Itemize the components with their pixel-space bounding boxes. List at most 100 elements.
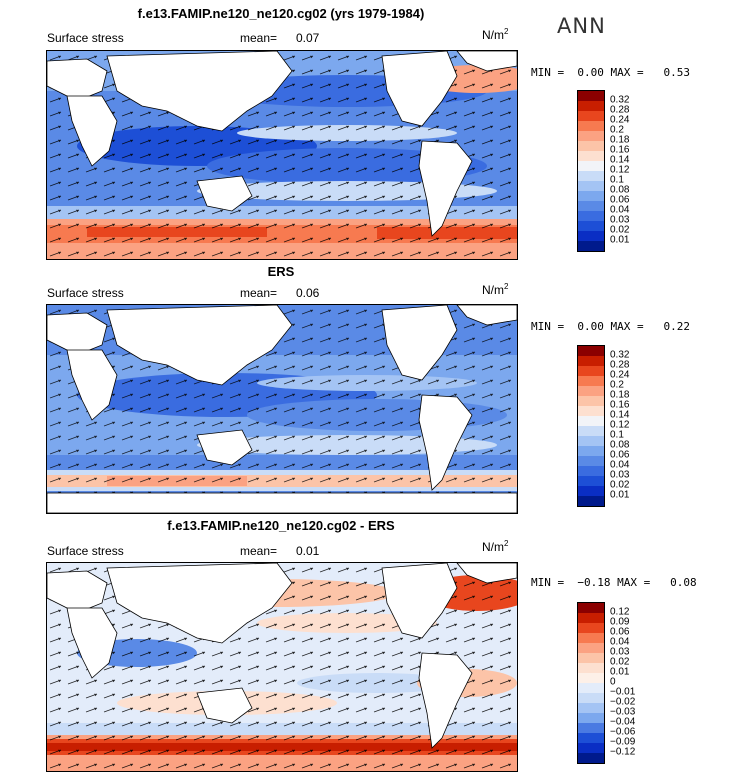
panel-1-minmax: MIN = 0.00 MAX = 0.53: [531, 66, 690, 79]
colorbar-swatch: [578, 181, 604, 191]
panel-3-colorbar: [577, 602, 605, 764]
colorbar-tick-label: 0: [610, 676, 616, 688]
colorbar-tick-label: 0.12: [610, 164, 630, 176]
colorbar-tick-label: 0.2: [610, 379, 624, 391]
colorbar-swatch: [578, 161, 604, 171]
panel-2-colorbar: [577, 345, 605, 507]
colorbar-tick-label: −0.06: [610, 726, 636, 738]
colorbar-tick-label: 0.18: [610, 389, 630, 401]
panel-1-map: [46, 50, 518, 260]
colorbar-tick-label: 0.01: [610, 666, 630, 678]
colorbar-swatch: [578, 456, 604, 466]
colorbar-swatch: [578, 366, 604, 376]
panel-2-map: [46, 304, 518, 514]
panel-3-map: [46, 562, 518, 772]
colorbar-tick-label: 0.04: [610, 459, 630, 471]
colorbar-swatch: [578, 733, 604, 743]
colorbar-tick-label: 0.16: [610, 144, 630, 156]
colorbar-tick-label: 0.02: [610, 656, 630, 668]
colorbar-swatch: [578, 663, 604, 673]
colorbar-swatch: [578, 466, 604, 476]
colorbar-swatch: [578, 356, 604, 366]
panel-1-title: f.e13.FAMIP.ne120_ne120.cg02 (yrs 1979-1…: [137, 6, 425, 21]
colorbar-swatch: [578, 436, 604, 446]
colorbar-tick-label: 0.02: [610, 479, 630, 491]
panel-2-minmax: MIN = 0.00 MAX = 0.22: [531, 320, 690, 333]
colorbar-swatch: [578, 743, 604, 753]
colorbar-swatch: [578, 653, 604, 663]
colorbar-swatch: [578, 643, 604, 653]
panel-2-mean-label: mean=: [240, 286, 278, 300]
colorbar-tick-label: −0.12: [610, 746, 636, 758]
colorbar-tick-label: 0.32: [610, 349, 630, 361]
colorbar-swatch: [578, 673, 604, 683]
colorbar-swatch: [578, 603, 604, 613]
colorbar-tick-label: 0.32: [610, 94, 630, 106]
panel-3-mean-label: mean=: [240, 544, 278, 558]
colorbar-tick-label: −0.09: [610, 736, 636, 748]
colorbar-swatch: [578, 416, 604, 426]
colorbar-tick-label: 0.01: [610, 489, 630, 501]
colorbar-tick-label: 0.09: [610, 616, 630, 628]
colorbar-tick-label: 0.24: [610, 369, 630, 381]
panel-3-variable-label: Surface stress: [47, 544, 124, 558]
colorbar-swatch: [578, 486, 604, 496]
colorbar-swatch: [578, 151, 604, 161]
colorbar-swatch: [578, 91, 604, 101]
panel-1-variable-label: Surface stress: [47, 31, 124, 45]
colorbar-tick-label: 0.28: [610, 104, 630, 116]
colorbar-swatch: [578, 171, 604, 181]
colorbar-tick-label: 0.12: [610, 606, 630, 618]
colorbar-tick-label: 0.06: [610, 626, 630, 638]
colorbar-swatch: [578, 201, 604, 211]
colorbar-swatch: [578, 613, 604, 623]
colorbar-swatch: [578, 221, 604, 231]
colorbar-tick-label: 0.2: [610, 124, 624, 136]
colorbar-swatch: [578, 141, 604, 151]
colorbar-swatch: [578, 121, 604, 131]
colorbar-swatch: [578, 623, 604, 633]
colorbar-swatch: [578, 241, 604, 251]
colorbar-swatch: [578, 386, 604, 396]
colorbar-swatch: [578, 406, 604, 416]
panel-2-units: N/m2: [482, 282, 509, 297]
colorbar-swatch: [578, 446, 604, 456]
colorbar-swatch: [578, 683, 604, 693]
panel-1-units: N/m2: [482, 27, 509, 42]
panel-3-minmax: MIN = −0.18 MAX = 0.08: [531, 576, 697, 589]
colorbar-tick-label: 0.04: [610, 636, 630, 648]
colorbar-tick-label: −0.03: [610, 706, 636, 718]
colorbar-tick-label: −0.02: [610, 696, 636, 708]
colorbar-tick-label: 0.08: [610, 439, 630, 451]
colorbar-tick-label: 0.1: [610, 174, 624, 186]
colorbar-tick-label: 0.03: [610, 646, 630, 658]
colorbar-tick-label: 0.03: [610, 214, 630, 226]
colorbar-swatch: [578, 633, 604, 643]
colorbar-tick-label: 0.03: [610, 469, 630, 481]
colorbar-tick-label: 0.12: [610, 419, 630, 431]
colorbar-tick-label: 0.14: [610, 409, 630, 421]
colorbar-swatch: [578, 713, 604, 723]
panel-2-mean-value: 0.06: [296, 286, 320, 300]
colorbar-swatch: [578, 376, 604, 386]
colorbar-swatch: [578, 476, 604, 486]
colorbar-swatch: [578, 111, 604, 121]
colorbar-tick-label: 0.1: [610, 429, 624, 441]
colorbar-swatch: [578, 131, 604, 141]
colorbar-tick-label: 0.24: [610, 114, 630, 126]
panel-3-units: N/m2: [482, 539, 509, 554]
panel-1-mean-value: 0.07: [296, 31, 320, 45]
colorbar-swatch: [578, 191, 604, 201]
colorbar-swatch: [578, 426, 604, 436]
colorbar-swatch: [578, 693, 604, 703]
colorbar-swatch: [578, 211, 604, 221]
colorbar-tick-label: 0.14: [610, 154, 630, 166]
colorbar-tick-label: −0.04: [610, 716, 636, 728]
colorbar-swatch: [578, 231, 604, 241]
colorbar-tick-label: 0.08: [610, 184, 630, 196]
colorbar-tick-label: 0.04: [610, 204, 630, 216]
colorbar-tick-label: 0.06: [610, 449, 630, 461]
colorbar-tick-label: −0.01: [610, 686, 636, 698]
panel-1-mean-label: mean=: [240, 31, 278, 45]
panel-3-title: f.e13.FAMIP.ne120_ne120.cg02 - ERS: [167, 518, 395, 533]
